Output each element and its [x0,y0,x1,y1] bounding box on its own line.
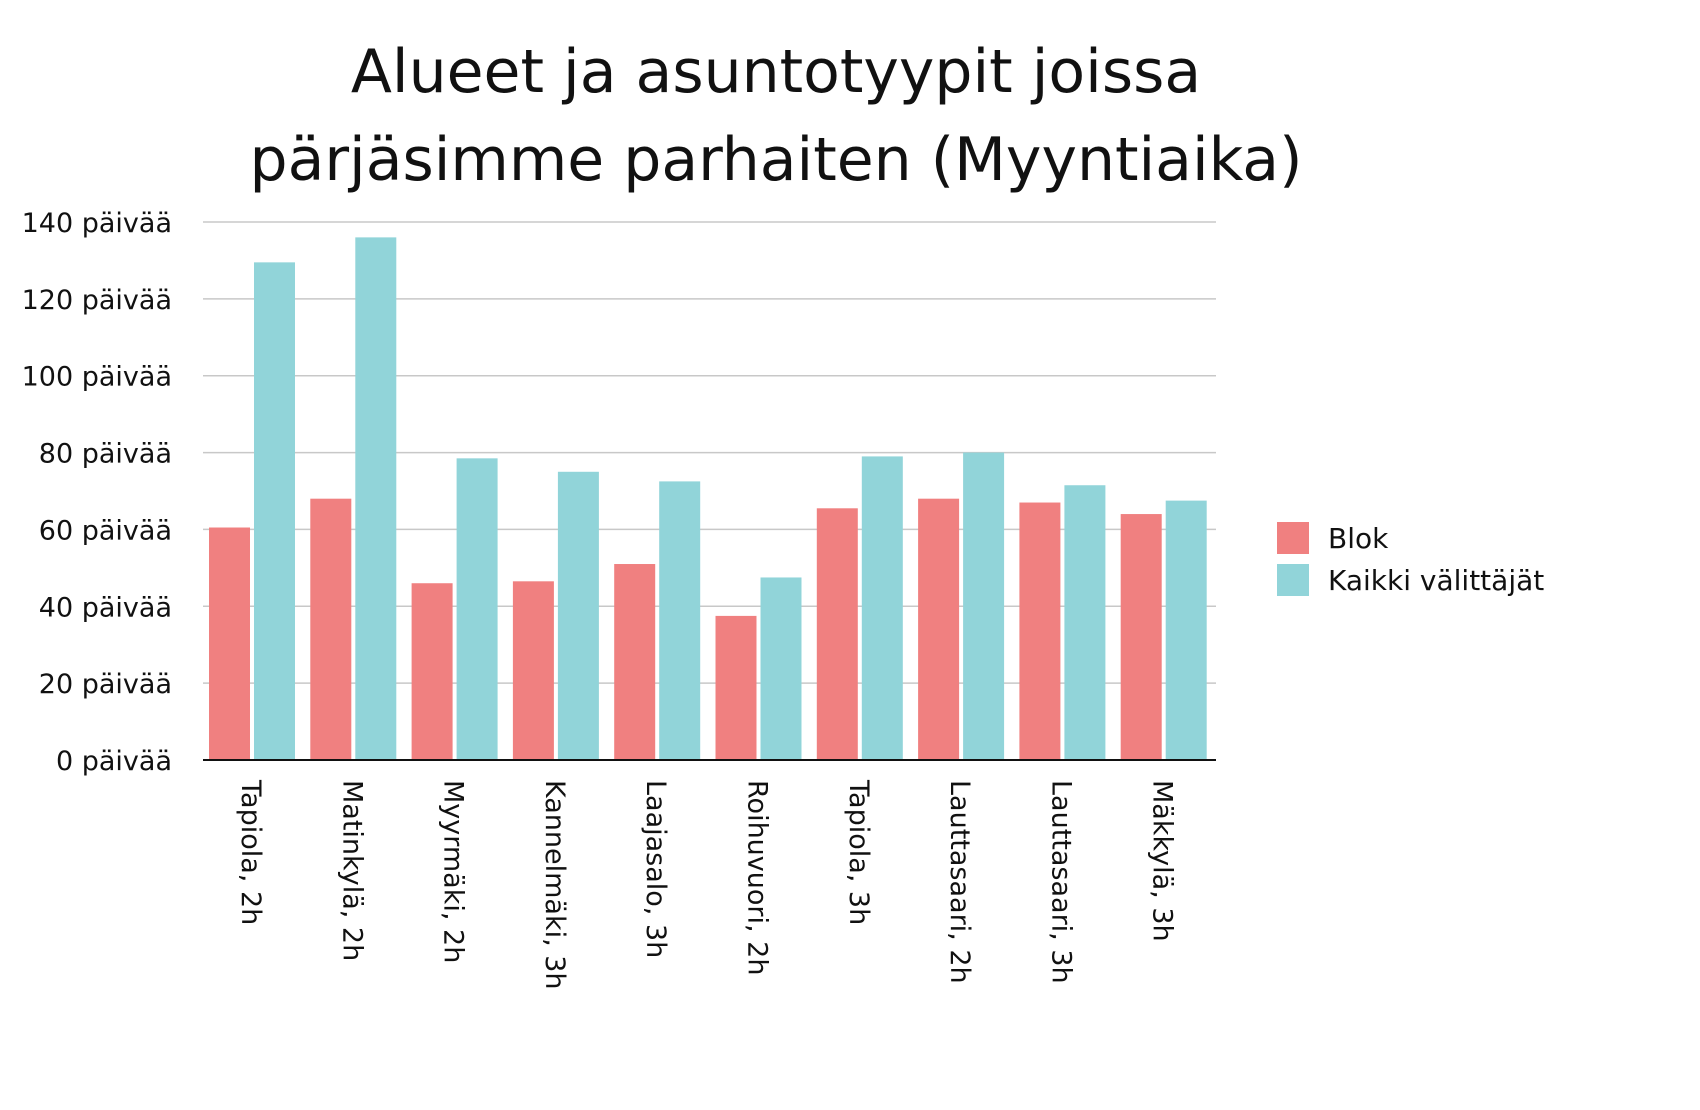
bar-blok [310,498,352,760]
x-tick-label: Kannelmäki, 3h [539,780,570,990]
y-tick-label: 80 päivää [39,439,172,470]
x-tick-label: Lauttasaari, 3h [1045,780,1076,984]
x-tick-label: Myyrmäki, 2h [438,780,469,963]
chart-title: Alueet ja asuntotyypit joissa pärjäsimme… [250,37,1303,195]
legend-label: Kaikki välittäjät [1328,564,1544,597]
y-tick-label: 120 päivää [22,285,172,316]
bar-kaikki-valittajat [254,262,295,760]
bar-blok [1019,502,1061,760]
legend: Blok Kaikki välittäjät [1277,522,1544,597]
bar-blok [512,581,554,760]
legend-swatch [1277,522,1309,554]
y-tick-label: 20 päivää [39,669,172,700]
y-tick-label: 140 päivää [22,208,172,239]
bar-blok [715,615,757,760]
bar-kaikki-valittajat [557,471,599,760]
bar-blok [411,583,453,760]
y-tick-label: 40 päivää [39,592,172,623]
legend-swatch [1277,564,1309,596]
y-tick-label: 100 päivää [22,362,172,393]
x-tick-label: Tapiola, 2h [235,779,266,925]
bar-blok [209,527,250,760]
bar-blok [1120,514,1162,760]
x-tick-label: Laajasalo, 3h [640,780,671,958]
grid-lines [203,221,1216,684]
bar-kaikki-valittajat [760,577,802,760]
bar-kaikki-valittajat [963,452,1005,760]
x-tick-label: Tapiola, 3h [843,779,874,925]
y-tick-label: 0 päivää [56,746,172,777]
chart-title-line-1: Alueet ja asuntotyypit joissa [351,37,1201,107]
bar-blok [614,564,656,760]
x-axis-tick-labels: Tapiola, 2h Matinkylä, 2h Myyrmäki, 2h Kann… [235,779,1178,990]
y-axis-tick-labels: 0 päivää 20 päivää 40 päivää 60 päivää 80 pä… [22,208,172,777]
bars [209,237,1207,760]
y-tick-label: 60 päivää [39,515,172,546]
x-tick-label: Mäkkylä, 3h [1147,780,1178,942]
bar-kaikki-valittajat [1165,500,1207,760]
legend-label: Blok [1328,522,1389,555]
x-tick-label: Matinkylä, 2h [336,780,367,961]
bar-kaikki-valittajat [659,481,701,760]
x-tick-label: Roihuvuori, 2h [742,780,773,975]
bar-kaikki-valittajat [861,456,903,760]
bar-kaikki-valittajat [1064,485,1106,760]
bar-kaikki-valittajat [355,237,397,760]
bar-blok [816,508,858,760]
bar-blok [918,498,960,760]
bar-kaikki-valittajat [456,458,498,760]
x-tick-label: Lauttasaari, 2h [944,780,975,984]
chart-title-line-2: pärjäsimme parhaiten (Myyntiaika) [250,125,1303,195]
